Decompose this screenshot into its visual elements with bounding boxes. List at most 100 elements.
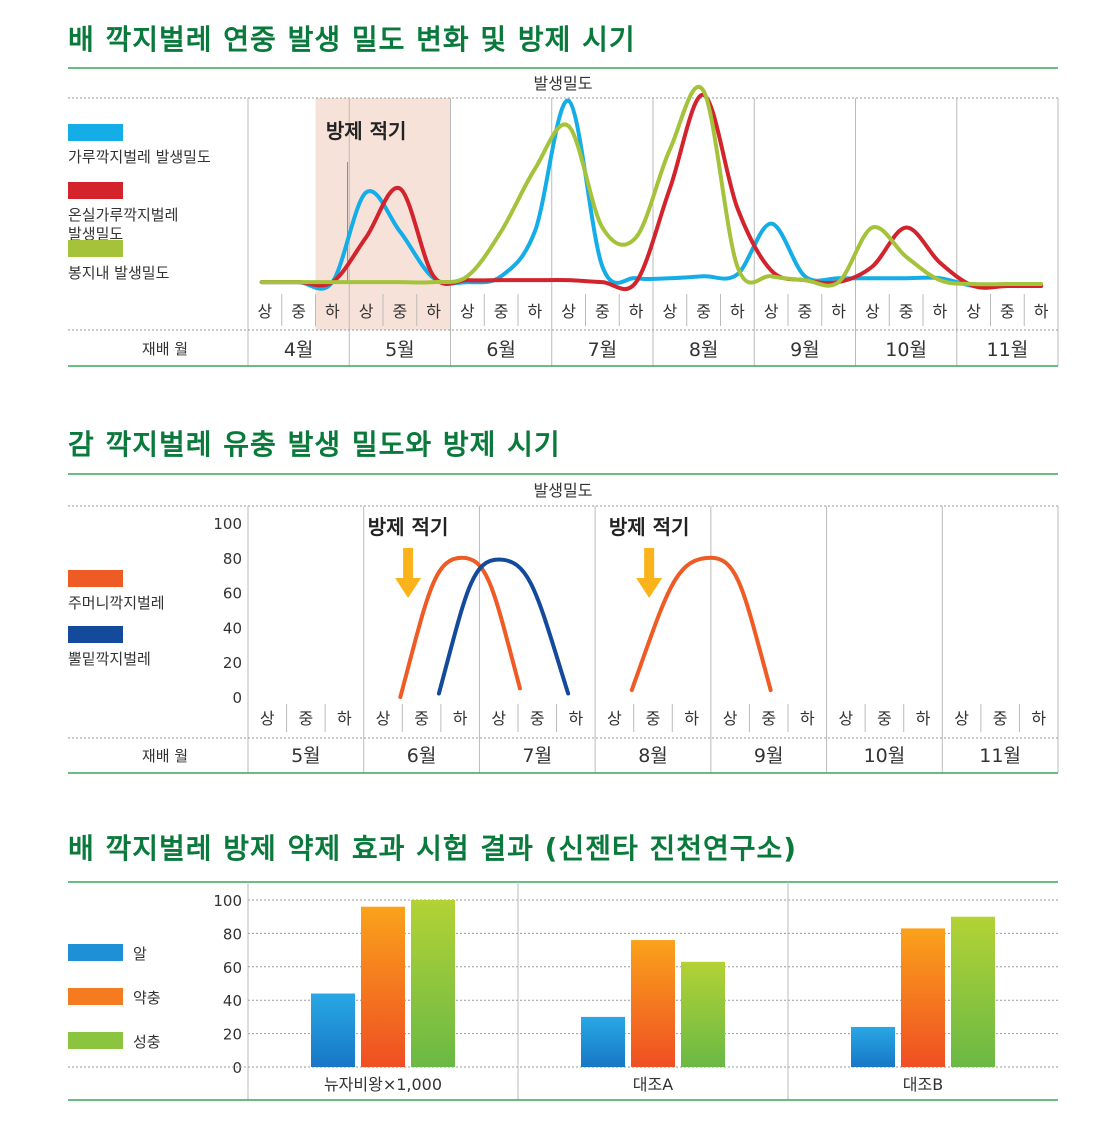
chart1-period-label: 상 xyxy=(663,302,678,321)
chart2-y-tick-label: 40 xyxy=(223,619,242,637)
chart2-title: 감 깍지벌레 유충 발생 밀도와 방제 시기 xyxy=(68,428,561,461)
chart2-series-line-0 xyxy=(398,555,522,699)
chart2-legend-label-0: 주머니깍지벌레 xyxy=(68,594,165,612)
chart2-y-tick-label: 100 xyxy=(213,515,242,533)
chart2-month-label: 10월 xyxy=(864,745,906,767)
chart1-series-line-2 xyxy=(259,85,1044,288)
chart1-month-label: 10월 xyxy=(885,339,927,361)
chart3-y-tick-label: 20 xyxy=(223,1026,242,1044)
chart2-month-label: 9월 xyxy=(754,745,784,767)
chart2-control-arrow-icon xyxy=(395,548,422,598)
chart1-period-label: 하 xyxy=(325,302,340,321)
chart1-legend-swatch-1 xyxy=(68,182,123,199)
chart2-y-tick-label: 0 xyxy=(232,689,242,707)
chart3-bar xyxy=(361,906,405,1067)
chart1-period-label: 중 xyxy=(291,302,306,321)
chart2-period-label: 중 xyxy=(877,709,892,728)
chart3-bar xyxy=(851,1026,895,1067)
chart3-bar xyxy=(411,900,455,1067)
chart1-series-line-0 xyxy=(259,98,1044,291)
chart2-month-label: 11월 xyxy=(979,745,1021,767)
chart1-control-window xyxy=(315,98,451,330)
chart1-title: 배 깍지벌레 연중 발생 밀도 변화 및 방제 시기 xyxy=(68,23,636,56)
chart2-period-label: 상 xyxy=(838,709,853,728)
chart1-row-label: 재배 월 xyxy=(142,340,188,358)
chart1-month-label: 11월 xyxy=(987,339,1029,361)
chart2-row-label: 재배 월 xyxy=(142,747,188,765)
chart2-period-label: 중 xyxy=(646,709,661,728)
chart2-control-arrow-icon xyxy=(636,548,663,598)
chart2-period-label: 하 xyxy=(800,709,815,728)
chart2-period-label: 상 xyxy=(260,709,275,728)
chart1-legend-swatch-2 xyxy=(68,240,123,257)
chart3-legend-label-0: 알 xyxy=(133,945,147,963)
chart1-period-label: 하 xyxy=(730,302,745,321)
chart1-period-label: 중 xyxy=(798,302,813,321)
chart2-legend-label-1: 뿔밑깍지벌레 xyxy=(68,650,151,668)
chart1-period-label: 상 xyxy=(561,302,576,321)
chart1-month-label: 8월 xyxy=(689,339,719,361)
chart3-category-label: 대조A xyxy=(633,1075,673,1094)
chart2-period-label: 상 xyxy=(491,709,506,728)
chart1-period-label: 하 xyxy=(426,302,441,321)
chart1-month-label: 7월 xyxy=(588,339,618,361)
chart3-bar xyxy=(951,916,995,1067)
chart3-legend-swatch-1 xyxy=(68,988,123,1005)
chart1-period-label: 하 xyxy=(1034,302,1049,321)
chart2-month-label: 6월 xyxy=(407,745,437,767)
chart1-period-label: 상 xyxy=(460,302,475,321)
chart2-period-label: 중 xyxy=(530,709,545,728)
chart1-period-label: 중 xyxy=(393,302,408,321)
chart1-period-label: 중 xyxy=(494,302,509,321)
chart2-y-tick-label: 20 xyxy=(223,654,242,672)
chart3-category-label: 뉴자비왕×1,000 xyxy=(324,1075,442,1094)
chart3-category-label: 대조B xyxy=(903,1075,943,1094)
chart2-legend-swatch-1 xyxy=(68,626,123,643)
chart2-period-label: 하 xyxy=(1031,709,1046,728)
chart2-series-line-1 xyxy=(436,557,571,696)
chart3-y-tick-label: 60 xyxy=(223,959,242,977)
chart2-period-label: 중 xyxy=(993,709,1008,728)
chart1-legend-swatch-0 xyxy=(68,124,123,141)
chart2-period-label: 하 xyxy=(568,709,583,728)
chart3-bar xyxy=(631,940,675,1067)
chart3-y-tick-label: 80 xyxy=(223,925,242,943)
chart2-header: 발생밀도 xyxy=(534,481,593,500)
chart2-period-label: 하 xyxy=(453,709,468,728)
chart1-period-label: 하 xyxy=(528,302,543,321)
chart1-period-label: 중 xyxy=(899,302,914,321)
chart1-period-label: 중 xyxy=(595,302,610,321)
chart1-period-label: 중 xyxy=(696,302,711,321)
chart3-legend-label-2: 성충 xyxy=(133,1033,161,1051)
chart3-y-tick-label: 0 xyxy=(232,1059,242,1077)
chart1-period-label: 중 xyxy=(1000,302,1015,321)
chart2-period-label: 상 xyxy=(607,709,622,728)
chart1-month-label: 5월 xyxy=(385,339,415,361)
chart1-series-line-1 xyxy=(259,92,1044,292)
chart1-control-label: 방제 적기 xyxy=(326,119,407,143)
chart2-month-label: 5월 xyxy=(291,745,321,767)
chart2-control-label: 방제 적기 xyxy=(609,515,690,539)
chart2-period-label: 상 xyxy=(954,709,969,728)
chart2-period-label: 하 xyxy=(337,709,352,728)
chart1-period-label: 하 xyxy=(933,302,948,321)
chart2-period-label: 중 xyxy=(298,709,313,728)
chart2-period-label: 중 xyxy=(414,709,429,728)
chart3-legend-swatch-0 xyxy=(68,944,123,961)
chart1-legend-label-1: 발생밀도 xyxy=(68,225,123,243)
chart1-month-label: 6월 xyxy=(486,339,516,361)
chart1-period-label: 하 xyxy=(831,302,846,321)
chart3-y-tick-label: 40 xyxy=(223,992,242,1010)
chart3-bar xyxy=(681,961,725,1067)
chart3-bar xyxy=(901,928,945,1067)
chart3-y-tick-label: 100 xyxy=(213,892,242,910)
chart1-legend-label-0: 가루깍지벌레 발생밀도 xyxy=(68,148,211,166)
chart2-series-line-0 xyxy=(629,555,773,693)
chart2-y-tick-label: 80 xyxy=(223,550,242,568)
chart2-period-label: 하 xyxy=(916,709,931,728)
chart2-period-label: 중 xyxy=(761,709,776,728)
chart2-legend-swatch-0 xyxy=(68,570,123,587)
chart2-month-label: 8월 xyxy=(638,745,668,767)
chart1-period-label: 상 xyxy=(258,302,273,321)
